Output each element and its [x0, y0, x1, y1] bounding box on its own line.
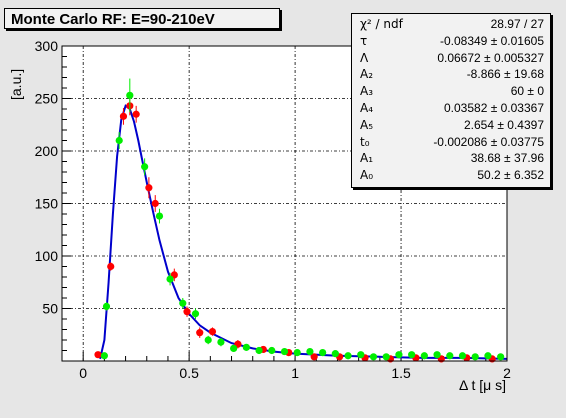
data-point-green	[166, 275, 174, 283]
stat-name: τ	[360, 33, 368, 48]
y-axis-label: [a.u.]	[8, 68, 24, 100]
stat-value: 50.2 ± 6.352	[477, 168, 544, 183]
data-point-green	[497, 353, 505, 361]
stat-name: A₃	[360, 84, 374, 99]
stat-name: A₄	[360, 100, 374, 115]
data-point-green	[344, 352, 352, 360]
stat-row-a3: A₃ 60 ± 0	[360, 83, 544, 100]
x-tick-label: 2	[503, 365, 511, 381]
x-tick-label: 0.5	[179, 365, 199, 381]
stat-value: 60 ± 0	[510, 84, 544, 99]
data-point-red	[119, 112, 128, 120]
x-tick-label: 0	[79, 365, 87, 381]
data-point-green	[433, 351, 441, 359]
stat-name: Λ	[360, 50, 369, 65]
y-tick-label: 150	[35, 196, 59, 212]
data-point-green	[204, 336, 212, 344]
data-point-green	[408, 351, 416, 359]
data-point-red	[208, 328, 217, 336]
data-point-green	[293, 349, 301, 357]
stat-row-t0: t₀ -0.002086 ± 0.03775	[360, 134, 544, 151]
data-point-green	[268, 346, 276, 355]
data-point-green	[230, 344, 238, 352]
data-point-red	[151, 199, 159, 208]
chart-title: Monte Carlo RF: E=90-210eV	[4, 8, 280, 29]
stat-value: 0.06672 ± 0.005327	[437, 50, 544, 65]
stat-value: -0.08349 ± 0.01605	[439, 33, 544, 48]
x-tick-label: 1.5	[391, 365, 411, 381]
data-point-green	[115, 136, 123, 145]
stat-name: A₂	[360, 67, 374, 82]
data-point-red	[183, 308, 191, 316]
data-point-green	[102, 302, 111, 310]
stat-row-tau: τ -0.08349 ± 0.01605	[360, 33, 544, 50]
stat-name: A₅	[360, 117, 374, 132]
x-tick-label: 1	[291, 365, 299, 381]
stat-row-a1: A₁ 38.68 ± 37.96	[360, 150, 544, 167]
stat-row-lambda: Λ 0.06672 ± 0.005327	[360, 50, 544, 67]
data-point-green	[280, 347, 289, 356]
stat-value: 0.03582 ± 0.03367	[443, 100, 544, 115]
data-point-green	[319, 349, 327, 357]
data-point-green	[446, 352, 454, 360]
data-point-green	[126, 91, 134, 99]
stat-row-a2: A₂ -8.866 ± 19.68	[360, 66, 544, 83]
stat-name: A₁	[360, 151, 374, 166]
data-point-green	[357, 351, 365, 359]
y-tick-label: 100	[35, 248, 59, 264]
stat-name: χ² / ndf	[360, 17, 403, 31]
fit-stats-box: χ² / ndf 28.97 / 27 τ -0.08349 ± 0.01605 Λ…	[351, 13, 551, 188]
data-point-red	[310, 353, 318, 361]
data-point-green	[369, 353, 378, 361]
data-point-green	[179, 299, 187, 307]
data-point-green	[242, 343, 250, 351]
stat-value: 28.97 / 27	[490, 17, 544, 31]
data-point-green	[255, 346, 263, 355]
y-tick-label: 250	[35, 91, 59, 107]
stat-row-a4: A₄ 0.03582 ± 0.03367	[360, 100, 544, 117]
data-point-red	[94, 351, 102, 359]
data-point-green	[458, 352, 467, 360]
stat-row-a0: A₀ 50.2 ± 6.352	[360, 167, 544, 184]
y-tick-label: 50	[42, 301, 58, 317]
data-point-green	[217, 338, 225, 346]
data-point-green	[471, 353, 479, 361]
data-point-green	[141, 163, 149, 171]
data-point-red	[145, 184, 153, 192]
stat-value: 2.654 ± 0.4397	[464, 117, 544, 132]
stat-row-a5: A₅ 2.654 ± 0.4397	[360, 117, 544, 134]
stat-row-chi2: χ² / ndf 28.97 / 27	[360, 16, 544, 33]
plot-frame-border	[61, 45, 508, 362]
y-tick-label: 200	[35, 143, 59, 159]
data-point-green	[484, 352, 492, 360]
stat-name: t₀	[360, 134, 370, 149]
y-tick-label: 300	[35, 38, 59, 54]
stat-value: -0.002086 ± 0.03775	[433, 134, 544, 149]
data-points-layer	[94, 78, 505, 363]
data-point-green	[191, 310, 200, 318]
data-point-green	[395, 351, 403, 359]
stat-value: 38.68 ± 37.96	[470, 151, 544, 166]
data-point-green	[100, 352, 108, 360]
data-point-red	[196, 329, 204, 337]
data-point-green	[331, 350, 339, 358]
data-point-green	[382, 353, 390, 361]
stat-value: -8.866 ± 19.68	[466, 67, 544, 82]
data-point-green	[306, 347, 314, 356]
x-axis-label: Δ t [μ s]	[459, 377, 506, 393]
data-point-red	[107, 262, 115, 271]
data-point-green	[420, 352, 428, 360]
data-point-red	[132, 110, 140, 118]
data-point-green	[155, 212, 164, 220]
stat-name: A₀	[360, 168, 374, 183]
